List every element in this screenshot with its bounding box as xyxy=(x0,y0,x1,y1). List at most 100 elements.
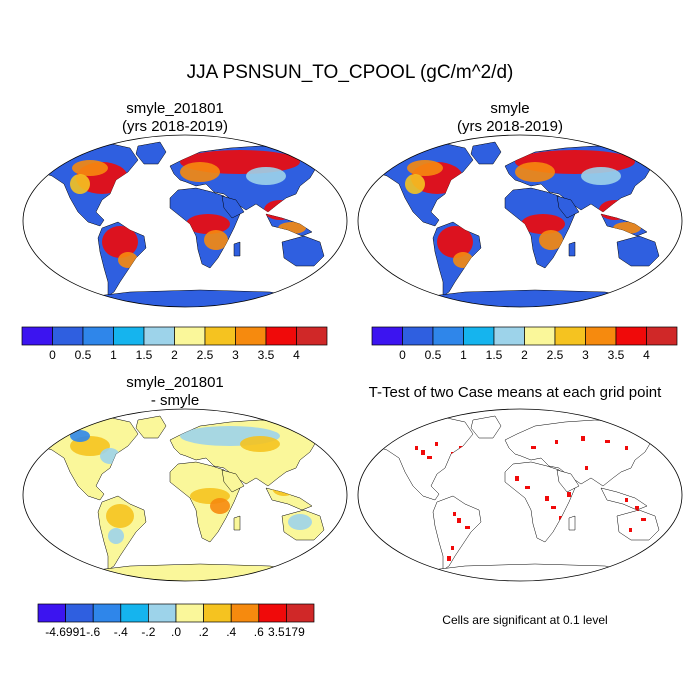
colorbar-tick-label: 1.5 xyxy=(486,348,503,362)
significant-cell xyxy=(453,512,456,516)
colorbar-tick-label: 3 xyxy=(582,348,589,362)
field-patch xyxy=(186,214,230,234)
colorbar-tick-label: 0 xyxy=(399,348,406,362)
land-greenland xyxy=(135,415,167,439)
field-patch xyxy=(246,167,286,185)
field-patch xyxy=(70,430,90,442)
map-frame xyxy=(357,408,683,582)
significant-cell xyxy=(421,450,425,455)
panel-title-diff-line2: - smyle xyxy=(150,392,200,409)
colorbar-tick-label: -.4 xyxy=(114,625,128,639)
significant-cell xyxy=(435,442,438,446)
field-patch xyxy=(407,160,443,176)
colorbar-tick-label: .2 xyxy=(199,625,209,639)
land-arabia xyxy=(221,469,245,493)
significant-cell xyxy=(457,518,461,523)
field-patch xyxy=(613,222,641,234)
land-madagascar xyxy=(233,515,241,531)
colorbar-tick-label: .4 xyxy=(226,625,236,639)
colorbar-box xyxy=(432,326,464,346)
map-case2 xyxy=(357,134,683,308)
field-patch xyxy=(106,504,134,528)
land-samerica xyxy=(432,495,482,571)
colorbar-box xyxy=(615,326,647,346)
colorbar-box xyxy=(82,326,114,346)
colorbar-box xyxy=(585,326,617,346)
colorbar-tick-label: 4 xyxy=(293,348,300,362)
panel-title-case1-line1: smyle_201801 xyxy=(126,100,224,117)
field-patch xyxy=(437,226,473,258)
panel-title-case2-line1: smyle xyxy=(490,100,530,117)
map-ttest xyxy=(357,408,683,582)
panel-title-diff: smyle_201801 - smyle xyxy=(40,374,310,410)
field-patch xyxy=(102,226,138,258)
colorbar-box xyxy=(296,326,328,346)
significant-cell xyxy=(635,506,639,511)
colorbar-box xyxy=(148,603,177,623)
colorbar-case1: 0 0.5 1 1.5 2 2.5 3 3.5 4 xyxy=(21,326,328,362)
significant-cell xyxy=(641,518,646,521)
significant-cell xyxy=(625,446,628,450)
colorbar-box xyxy=(203,603,232,623)
land-seasia xyxy=(600,487,648,511)
main-title: JJA PSNSUN_TO_CPOOL (gC/m^2/d) xyxy=(186,62,514,83)
panel-title-diff-line1: smyle_201801 xyxy=(126,374,224,391)
panel-title-case2-line2: (yrs 2018-2019) xyxy=(457,118,563,135)
significant-cell xyxy=(459,446,464,449)
land-arabia xyxy=(556,195,580,219)
significant-cell xyxy=(585,466,588,470)
colorbar-box xyxy=(646,326,678,346)
land-australia xyxy=(616,509,660,541)
colorbar-case2: 0 0.5 1 1.5 2 2.5 3 3.5 4 xyxy=(371,326,678,362)
significant-cell xyxy=(525,486,530,489)
colorbar-box xyxy=(235,326,267,346)
field-patch xyxy=(180,162,220,182)
significant-cell xyxy=(447,556,451,561)
land-greenland xyxy=(470,141,502,165)
significant-cell xyxy=(629,528,632,532)
colorbar-tick-label: 1.5 xyxy=(136,348,153,362)
colorbar-tick-label: 1 xyxy=(460,348,467,362)
colorbar-box xyxy=(402,326,434,346)
panel-title-case2: smyle (yrs 2018-2019) xyxy=(375,100,645,136)
field-patch xyxy=(70,174,90,194)
field-patch xyxy=(72,160,108,176)
land-seasia xyxy=(265,487,313,511)
significant-cell xyxy=(427,456,432,459)
colorbar-tick-label: 3 xyxy=(232,348,239,362)
colorbar-tick-label: 2.5 xyxy=(197,348,214,362)
colorbar-min-label: -4.6991 xyxy=(45,625,86,639)
land-namerica xyxy=(33,417,139,501)
land-australia xyxy=(281,235,325,267)
colorbar-tick-label: 3.5 xyxy=(608,348,625,362)
land-madagascar xyxy=(233,241,241,257)
field-patch xyxy=(108,528,124,544)
map-case1 xyxy=(22,134,348,308)
significant-cell xyxy=(555,440,558,444)
field-patch xyxy=(118,252,138,268)
colorbar-box xyxy=(143,326,175,346)
field-patch xyxy=(581,167,621,185)
land-madagascar xyxy=(568,515,576,531)
significant-cell xyxy=(559,516,562,520)
colorbar-box xyxy=(92,603,122,623)
colorbar-tick-label: 0.5 xyxy=(75,348,92,362)
field-patch xyxy=(453,252,473,268)
field-patch xyxy=(599,200,631,220)
colorbar-box xyxy=(120,603,149,623)
significant-cell xyxy=(605,440,610,443)
land-madagascar xyxy=(568,241,576,257)
significant-cell xyxy=(531,446,536,449)
colorbar-box xyxy=(65,603,94,623)
map-frame xyxy=(22,134,348,308)
colorbar-tick-label: 4 xyxy=(643,348,650,362)
land-arabia xyxy=(556,469,580,493)
colorbar-tick-label: 3.5 xyxy=(258,348,275,362)
land-greenland xyxy=(470,415,502,439)
land-namerica xyxy=(368,417,474,501)
colorbar-diff: -.6 -.4 -.2 .0 .2 .4 .6 -4.6991 3.5179 xyxy=(37,603,315,639)
panel-title-case1: smyle_201801 (yrs 2018-2019) xyxy=(40,100,310,136)
land-arabia xyxy=(221,195,245,219)
significant-cell xyxy=(451,546,454,550)
field-patch xyxy=(210,498,230,514)
